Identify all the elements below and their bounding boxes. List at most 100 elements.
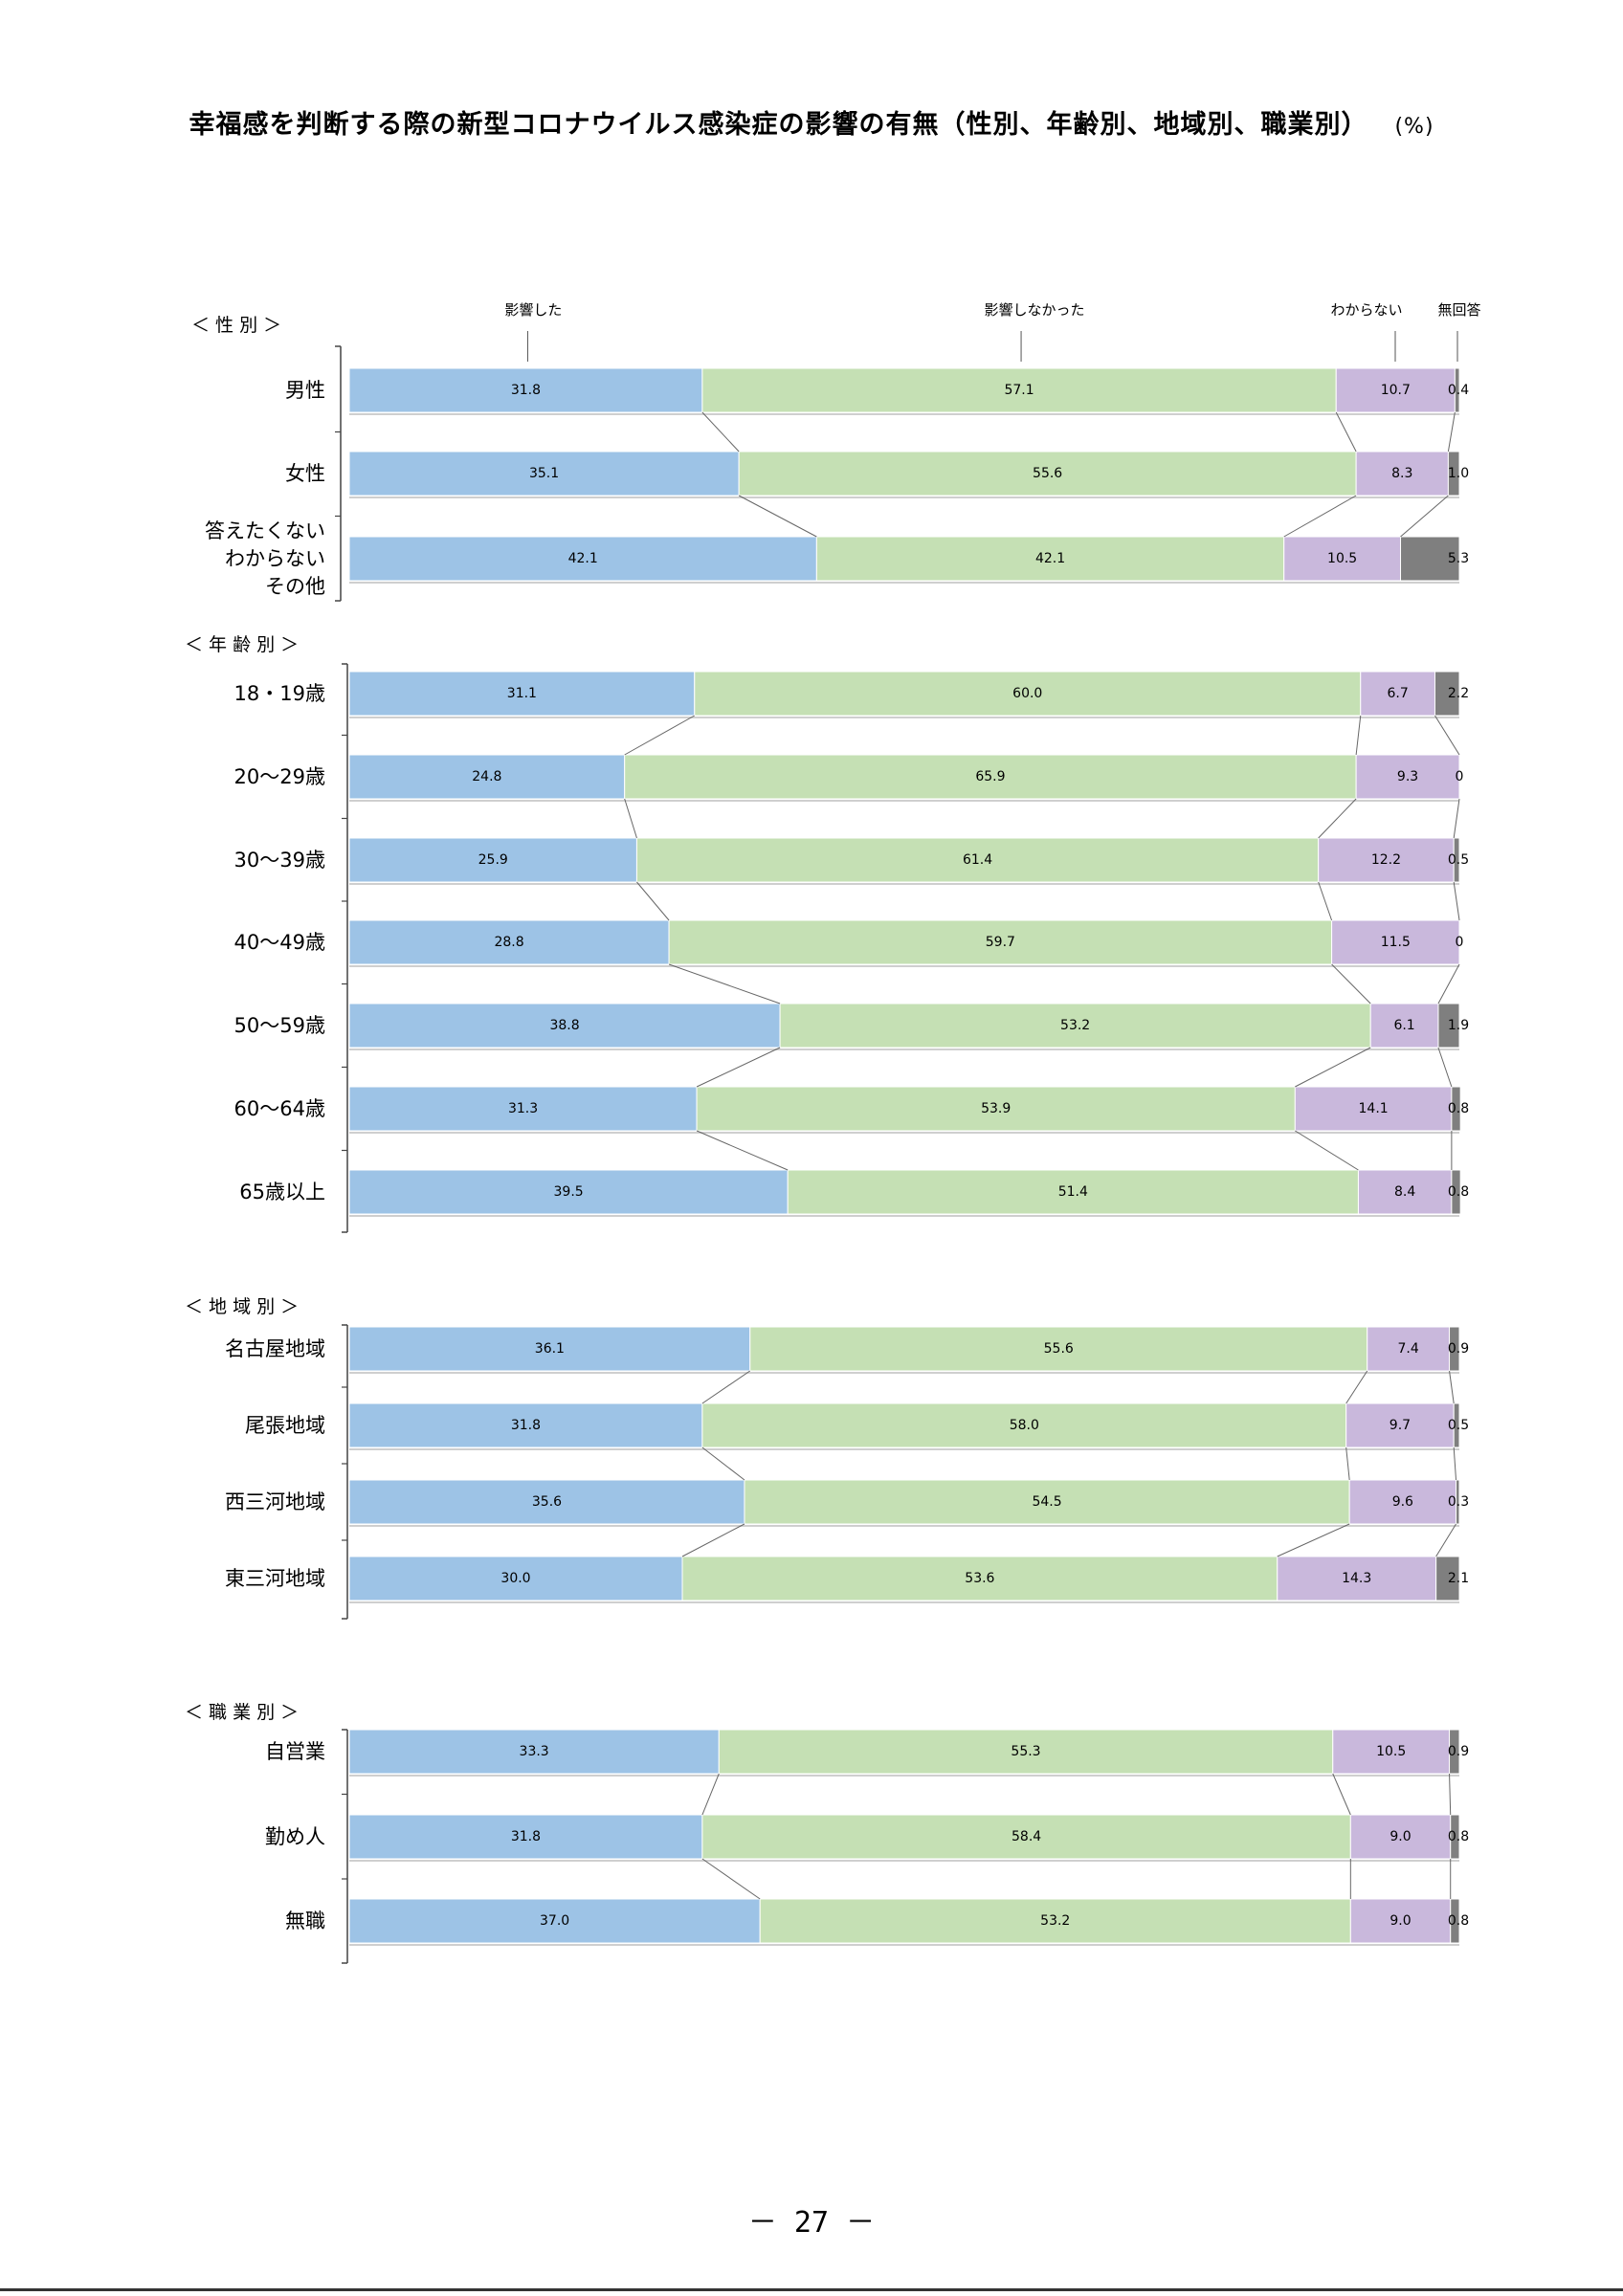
connector-line [1447, 411, 1456, 453]
data-label: 9.0 [1390, 1913, 1411, 1929]
data-label: 39.5 [554, 1184, 584, 1200]
data-label: 35.1 [529, 466, 559, 481]
data-label: 14.1 [1359, 1101, 1389, 1116]
bar-segment [744, 1479, 1350, 1525]
data-label: 53.2 [1060, 1018, 1090, 1033]
bar-segment [1367, 1326, 1451, 1372]
bar-segment [1335, 367, 1456, 413]
bar-segment [668, 919, 1333, 965]
data-label: 53.6 [965, 1571, 994, 1586]
data-label: 0.3 [1448, 1494, 1469, 1510]
connector-line [696, 1130, 789, 1171]
bar-segment [348, 536, 817, 582]
data-label: 0.5 [1448, 852, 1469, 868]
data-label: 10.7 [1381, 383, 1411, 398]
data-label: 65.9 [975, 769, 1005, 784]
connector-line [1437, 1047, 1453, 1088]
legend-label: 影響しなかった [985, 301, 1085, 319]
data-label: 9.0 [1390, 1829, 1411, 1844]
connector-line [1345, 1446, 1350, 1481]
data-label: 42.1 [568, 551, 598, 566]
bar-segment [779, 1003, 1371, 1049]
data-label: 61.4 [963, 852, 992, 868]
bar-segment [348, 367, 703, 413]
row-label: 18・19歳 [234, 682, 325, 705]
data-label: 0.8 [1448, 1913, 1469, 1929]
row-label: その他 [265, 575, 325, 598]
data-label: 14.3 [1342, 1571, 1371, 1586]
connector-line [1318, 881, 1333, 921]
data-label: 31.8 [511, 1418, 541, 1433]
connector-line [701, 411, 740, 453]
bar-segment [348, 1003, 781, 1049]
row-label: 無職 [285, 1910, 325, 1932]
data-label: 6.7 [1387, 686, 1408, 701]
row-label: わからない [225, 547, 325, 570]
bar-segment [1331, 919, 1460, 965]
bar-segment [348, 1729, 720, 1775]
data-label: 53.2 [1040, 1913, 1070, 1929]
group-header: ＜ 性 別 ＞ [191, 315, 281, 336]
connector-line [701, 1773, 720, 1816]
data-label: 9.7 [1390, 1418, 1411, 1433]
connector-line [701, 1446, 745, 1481]
bar-segment [635, 837, 1320, 883]
bar-segment [1294, 1086, 1453, 1132]
bar-segment [1453, 837, 1460, 883]
connector-line [1437, 963, 1460, 1004]
bar-segment [787, 1169, 1359, 1215]
row-label: 60～64歳 [234, 1097, 325, 1120]
data-label: 54.5 [1032, 1494, 1061, 1510]
data-label: 55.6 [1033, 466, 1062, 481]
bar-segment [1449, 1326, 1460, 1372]
row-label: 勤め人 [265, 1825, 325, 1848]
row-label: 東三河地域 [225, 1567, 325, 1590]
legend-label: わからない [1330, 301, 1402, 319]
bar-segment [696, 1086, 1296, 1132]
connector-line [1283, 495, 1357, 538]
row-label: 答えたくない [205, 519, 325, 542]
row-label: 女性 [285, 462, 325, 485]
bar-segment [701, 1402, 1347, 1448]
bar-segment [1437, 1003, 1460, 1049]
bar-segment [1454, 367, 1460, 413]
connector-line [1400, 495, 1449, 538]
bar-segment [1355, 754, 1460, 800]
data-label: 0.5 [1448, 1418, 1469, 1433]
bar-segment [1450, 1814, 1460, 1860]
data-label: 2.2 [1448, 686, 1469, 701]
data-label: 28.8 [494, 935, 523, 950]
data-label: 8.3 [1391, 466, 1412, 481]
data-label: 59.7 [986, 935, 1015, 950]
bar-segment [759, 1898, 1351, 1944]
bar-segment [1451, 1169, 1461, 1215]
connector-line [1318, 798, 1357, 839]
data-label: 9.3 [1397, 769, 1418, 784]
bar-segment [701, 367, 1337, 413]
bar-segment [1434, 671, 1460, 717]
bar-segment [694, 671, 1362, 717]
data-label: 31.1 [507, 686, 537, 701]
data-label: 1.0 [1448, 466, 1469, 481]
row-label: 自営業 [265, 1740, 325, 1763]
data-label: 2.1 [1448, 1571, 1469, 1586]
bar-segment [738, 451, 1357, 497]
bar-segment [348, 1479, 745, 1525]
bar-segment [1451, 1086, 1461, 1132]
row-label: 30～39歳 [234, 849, 325, 872]
connector-line [1449, 1370, 1455, 1404]
data-label: 0.8 [1448, 1184, 1469, 1200]
data-label: 37.0 [540, 1913, 569, 1929]
connector-line [701, 1370, 751, 1404]
connector-line [681, 1523, 745, 1557]
bar-segment [348, 671, 696, 717]
connector-line [624, 798, 637, 839]
connector-line [1295, 1047, 1371, 1088]
row-label: 40～49歳 [234, 931, 325, 954]
data-label: 31.3 [508, 1101, 538, 1116]
connector-line [696, 1047, 781, 1088]
data-label: 51.4 [1058, 1184, 1088, 1200]
data-label: 8.4 [1394, 1184, 1415, 1200]
bar-segment [348, 1169, 789, 1215]
